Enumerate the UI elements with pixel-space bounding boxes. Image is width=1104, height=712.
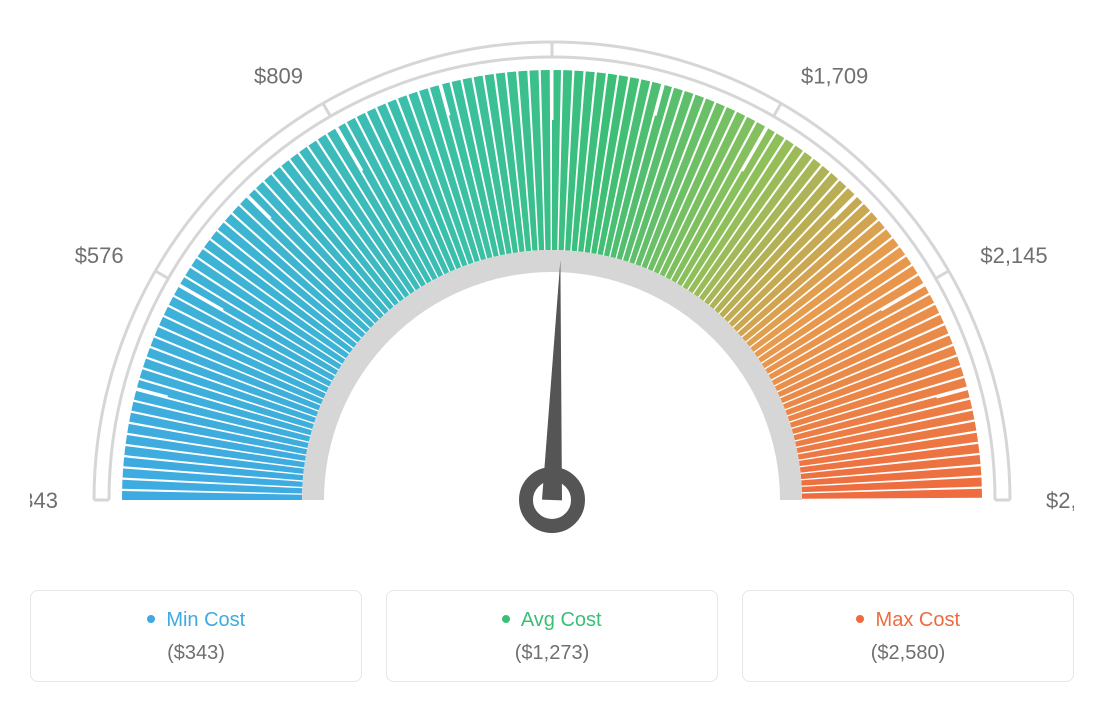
svg-text:$2,145: $2,145 — [980, 243, 1047, 268]
legend-label-max: Max Cost — [876, 609, 960, 631]
legend-dot-avg — [502, 615, 510, 623]
legend-title-min: Min Cost — [41, 609, 351, 632]
legend-card-min: Min Cost ($343) — [30, 590, 362, 682]
gauge-svg: $343$576$809$1,273$1,709$2,145$2,580 — [30, 30, 1074, 550]
legend-card-max: Max Cost ($2,580) — [742, 590, 1074, 682]
legend-card-avg: Avg Cost ($1,273) — [386, 590, 718, 682]
svg-text:$2,580: $2,580 — [1046, 488, 1074, 513]
legend-row: Min Cost ($343) Avg Cost ($1,273) Max Co… — [30, 590, 1074, 682]
legend-value-min: ($343) — [41, 642, 351, 665]
svg-text:$1,709: $1,709 — [801, 64, 868, 89]
svg-text:$343: $343 — [30, 488, 58, 513]
legend-label-avg: Avg Cost — [521, 609, 602, 631]
legend-title-avg: Avg Cost — [397, 609, 707, 632]
svg-text:$576: $576 — [75, 243, 124, 268]
gauge-svg-container: $343$576$809$1,273$1,709$2,145$2,580 — [30, 30, 1074, 550]
legend-value-avg: ($1,273) — [397, 642, 707, 665]
cost-gauge-chart: $343$576$809$1,273$1,709$2,145$2,580 Min… — [30, 30, 1074, 682]
legend-dot-max — [856, 615, 864, 623]
legend-value-max: ($2,580) — [753, 642, 1063, 665]
legend-label-min: Min Cost — [166, 609, 245, 631]
legend-dot-min — [147, 615, 155, 623]
svg-text:$809: $809 — [254, 64, 303, 89]
legend-title-max: Max Cost — [753, 609, 1063, 632]
